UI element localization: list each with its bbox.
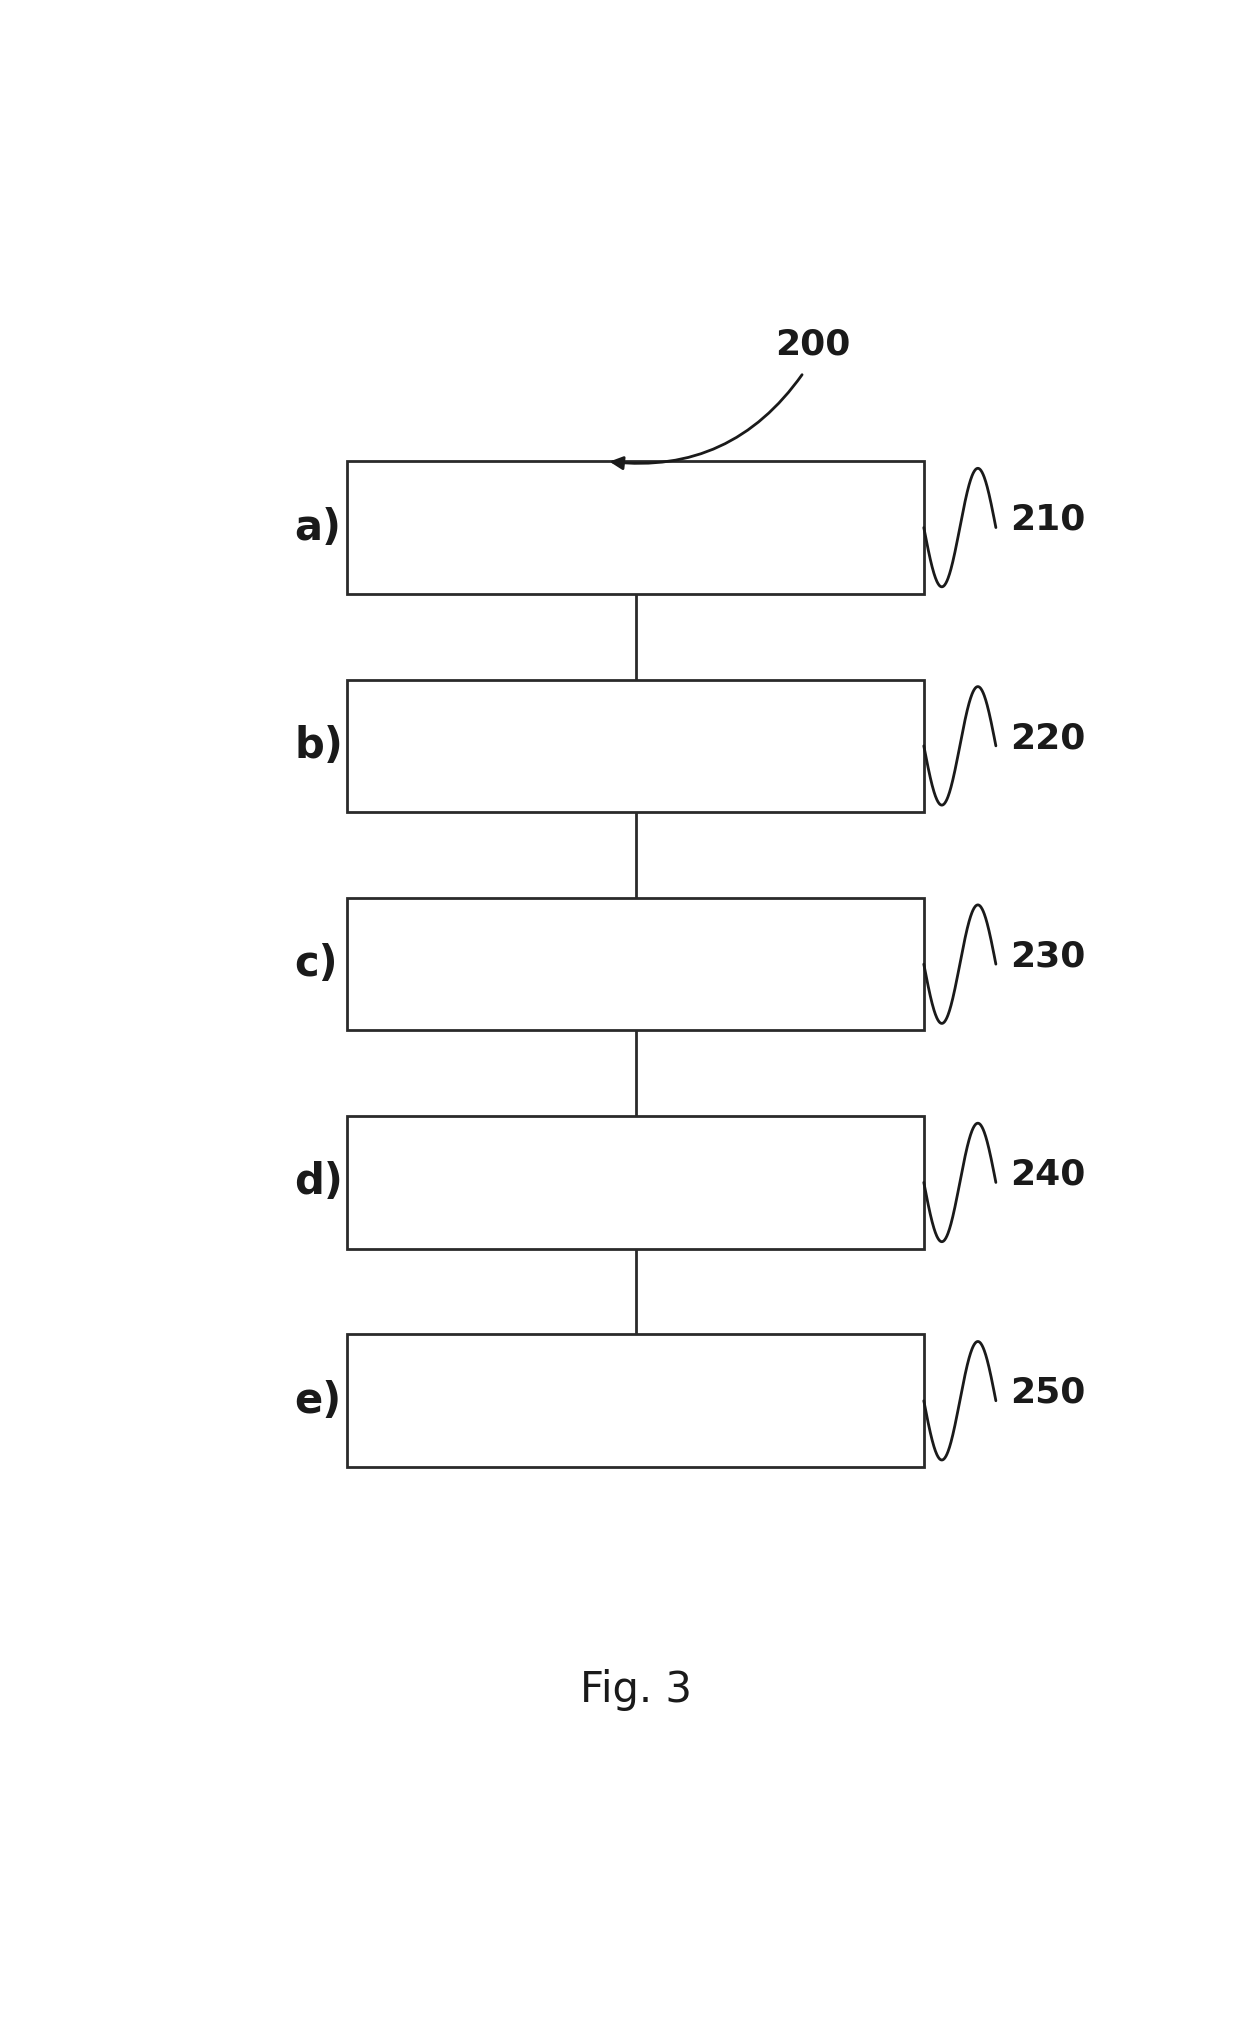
Bar bbox=[347, 897, 924, 1031]
Text: 200: 200 bbox=[775, 328, 851, 360]
Text: a): a) bbox=[294, 506, 341, 549]
Text: d): d) bbox=[294, 1162, 343, 1203]
Text: 210: 210 bbox=[1011, 502, 1086, 537]
Text: 220: 220 bbox=[1011, 721, 1086, 755]
Bar bbox=[347, 1116, 924, 1249]
Bar bbox=[347, 680, 924, 812]
Text: 250: 250 bbox=[1011, 1375, 1086, 1409]
Text: 230: 230 bbox=[1011, 940, 1086, 974]
Text: e): e) bbox=[294, 1379, 341, 1422]
Text: 240: 240 bbox=[1011, 1158, 1086, 1191]
Bar bbox=[347, 462, 924, 593]
Text: Fig. 3: Fig. 3 bbox=[579, 1669, 692, 1711]
Bar bbox=[347, 1334, 924, 1466]
Text: c): c) bbox=[294, 944, 339, 984]
Text: b): b) bbox=[294, 725, 343, 767]
